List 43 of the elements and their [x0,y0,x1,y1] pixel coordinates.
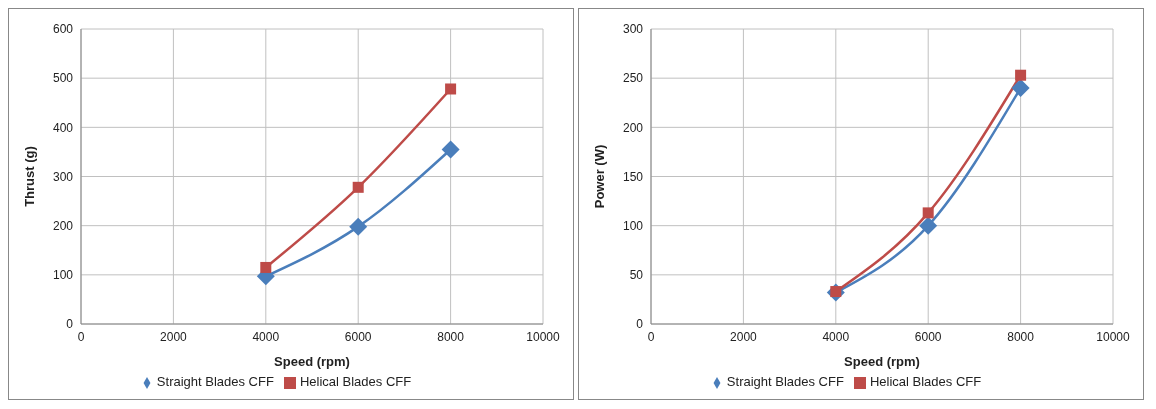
y-tick-label: 300 [52,169,74,184]
x-tick-label: 0 [647,329,655,344]
x-tick-label: 8000 [437,329,465,344]
x-tick-label: 8000 [1007,329,1035,344]
y-tick-label: 600 [52,22,74,37]
legend-label: Straight Blades CFF [726,374,844,389]
y-tick-label: 200 [52,218,74,233]
y-tick-label: 100 [622,218,644,233]
legend-label: Straight Blades CFF [156,374,274,389]
x-tick-label: 10000 [1096,329,1131,344]
y-tick-label: 0 [636,317,644,332]
y-tick-label: 150 [622,169,644,184]
x-axis-title: Speed (rpm) [844,354,920,369]
y-axis-title: Thrust (g) [21,146,37,207]
point [352,181,364,193]
y-tick-label: 200 [622,120,644,135]
y-tick-label: 250 [622,71,644,86]
y-tick-label: 400 [52,120,74,135]
point [445,83,457,95]
point [260,261,272,273]
y-tick-label: 50 [629,268,644,283]
y-tick-label: 100 [52,268,74,283]
x-tick-label: 4000 [822,329,850,344]
point [1015,69,1027,81]
x-tick-label: 0 [77,329,85,344]
point [1011,79,1030,97]
point [441,140,460,159]
x-tick-label: 4000 [252,329,280,344]
y-tick-label: 500 [52,71,74,86]
y-axis-title: Power (W) [591,144,607,209]
x-tick-label: 6000 [914,329,942,344]
y-tick-label: 0 [66,317,74,332]
x-tick-label: 10000 [526,329,561,344]
x-tick-label: 2000 [730,329,758,344]
x-tick-label: 2000 [160,329,188,344]
y-tick-label: 300 [622,22,644,37]
point [349,217,368,236]
x-tick-label: 6000 [344,329,372,344]
legend-label: Helical Blades CFF [869,374,982,389]
point [922,207,934,219]
point [919,216,938,235]
legend-label: Helical Blades CFF [299,374,412,389]
x-axis-title: Speed (rpm) [274,354,350,369]
